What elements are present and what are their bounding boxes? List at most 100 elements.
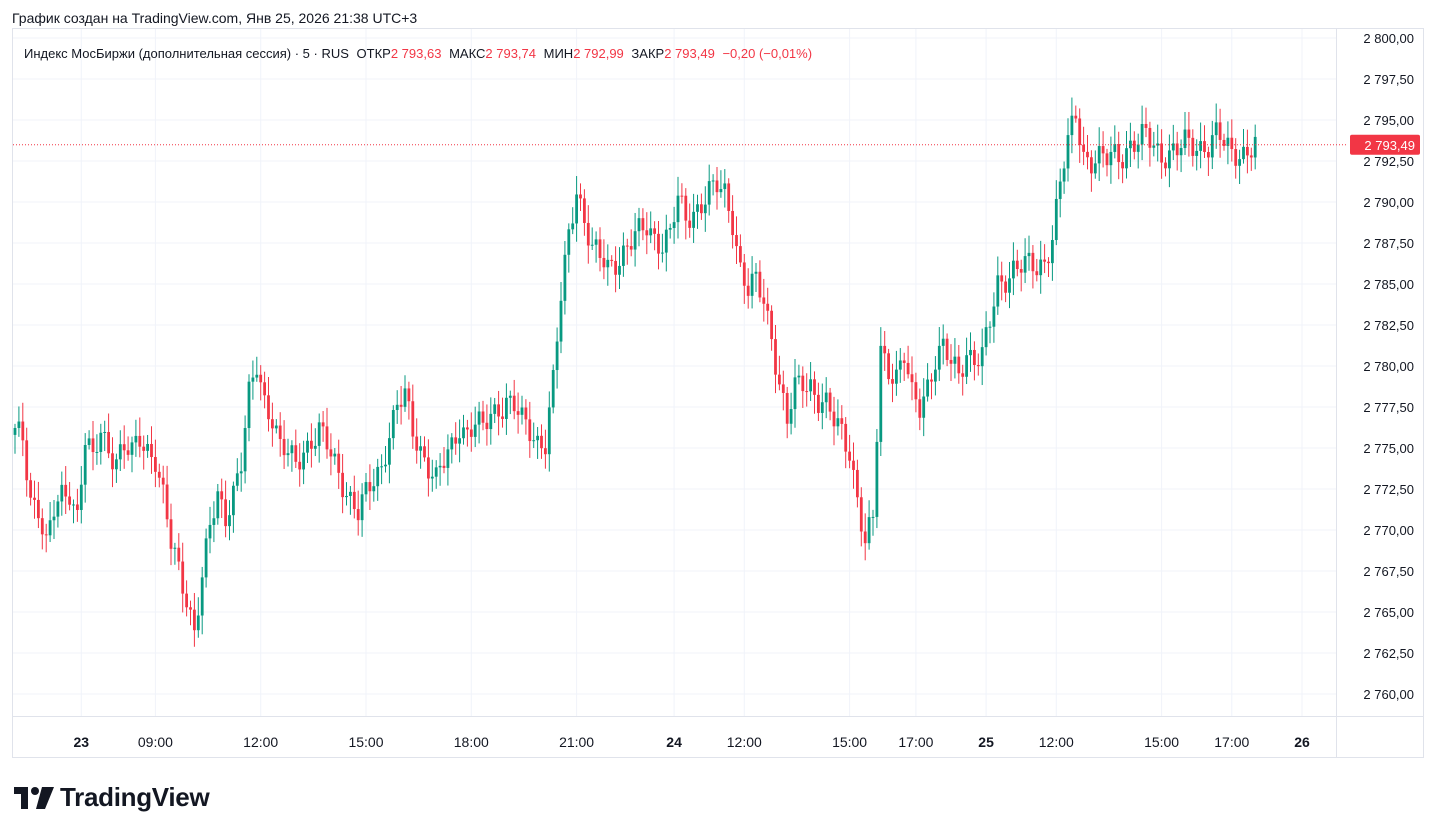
candle-body-down bbox=[883, 345, 887, 354]
x-tick-label: 17:00 bbox=[1214, 734, 1249, 750]
candle-body-down bbox=[181, 561, 185, 594]
candle-body-down bbox=[774, 339, 777, 375]
y-tick-label: 2 790,00 bbox=[1363, 195, 1414, 210]
candle-body-up bbox=[633, 231, 637, 250]
candle-body-up bbox=[965, 355, 968, 377]
y-tick-label: 2 772,50 bbox=[1363, 482, 1414, 497]
candle-body-down bbox=[961, 373, 965, 377]
candle-body-down bbox=[407, 388, 411, 402]
candle-body-up bbox=[992, 306, 996, 327]
candle-body-up bbox=[1023, 256, 1027, 273]
candle-body-up bbox=[1058, 181, 1062, 199]
candle-body-down bbox=[325, 426, 329, 450]
candle-body-down bbox=[1160, 143, 1163, 163]
candle-body-up bbox=[797, 375, 801, 378]
candle-body-down bbox=[1004, 281, 1007, 293]
candle-body-up bbox=[871, 516, 875, 518]
candle-body-down bbox=[586, 222, 590, 246]
candle-body-down bbox=[271, 419, 274, 429]
candle-body-down bbox=[1031, 252, 1035, 272]
candle-body-down bbox=[930, 379, 933, 382]
candle-body-down bbox=[540, 435, 543, 449]
candle-body-down bbox=[688, 220, 692, 228]
candle-body-up bbox=[79, 484, 83, 510]
candle-body-down bbox=[579, 194, 582, 199]
candle-body-up bbox=[1039, 259, 1043, 276]
candle-body-down bbox=[1086, 151, 1089, 158]
candle-body-up bbox=[200, 577, 204, 616]
candle-body-up bbox=[555, 341, 559, 371]
candle-body-down bbox=[516, 411, 520, 415]
candle-body-down bbox=[902, 360, 906, 363]
candle-body-down bbox=[161, 477, 165, 485]
candle-body-down bbox=[680, 195, 684, 197]
candle-body-up bbox=[567, 229, 571, 255]
candle-body-down bbox=[329, 449, 333, 457]
y-tick-label: 2 760,00 bbox=[1363, 687, 1414, 702]
candle-body-down bbox=[1218, 122, 1222, 140]
candle-body-up bbox=[403, 388, 407, 407]
candle-body-up bbox=[1093, 163, 1097, 174]
candle-body-down bbox=[107, 431, 110, 454]
candle-body-up bbox=[661, 252, 664, 254]
candle-body-up bbox=[672, 222, 676, 229]
candle-body-down bbox=[165, 484, 169, 520]
chart-caption: График создан на TradingView.com, Янв 25… bbox=[12, 10, 418, 26]
candle-body-up bbox=[345, 495, 348, 498]
candle-body-down bbox=[976, 364, 980, 367]
candle-body-down bbox=[259, 374, 263, 383]
x-tick-label: 12:00 bbox=[1039, 734, 1074, 750]
x-tick-label: 21:00 bbox=[559, 734, 594, 750]
candle-body-up bbox=[1027, 252, 1031, 257]
candle-body-up bbox=[306, 440, 309, 453]
candle-body-down bbox=[33, 497, 36, 500]
candle-body-up bbox=[376, 466, 380, 487]
candle-body-up bbox=[360, 494, 364, 521]
candle-body-up bbox=[384, 464, 387, 467]
ohlc-legend: Индекс МосБиржи (дополнительная сессия) … bbox=[24, 46, 812, 61]
candle-body-down bbox=[454, 437, 458, 444]
candle-body-down bbox=[645, 230, 649, 236]
candle-body-up bbox=[1226, 137, 1230, 146]
candle-body-up bbox=[430, 476, 434, 479]
candle-body-up bbox=[247, 381, 251, 429]
candle-body-up bbox=[196, 615, 200, 631]
candle-body-down bbox=[813, 379, 816, 395]
candle-body-up bbox=[1008, 278, 1011, 293]
candle-body-down bbox=[859, 497, 863, 532]
candle-body-down bbox=[629, 246, 633, 250]
candle-body-down bbox=[193, 609, 196, 631]
candle-body-down bbox=[891, 379, 894, 384]
y-tick-label: 2 767,50 bbox=[1363, 564, 1414, 579]
candle-body-up bbox=[235, 473, 239, 486]
tradingview-logo[interactable]: TradingView bbox=[14, 782, 210, 813]
candle-body-down bbox=[544, 448, 547, 455]
candle-body-up bbox=[1171, 143, 1175, 151]
candle-body-up bbox=[1113, 144, 1117, 152]
candle-body-down bbox=[1234, 149, 1238, 166]
candle-body-down bbox=[785, 392, 789, 424]
candle-body-down bbox=[758, 271, 762, 298]
candle-body-up bbox=[571, 223, 575, 230]
candle-body-down bbox=[154, 457, 157, 472]
candle-body-down bbox=[415, 436, 419, 451]
candle-body-down bbox=[700, 204, 703, 214]
candle-body-down bbox=[442, 465, 446, 468]
candle-body-down bbox=[856, 469, 859, 498]
x-tick-label: 23 bbox=[74, 734, 90, 750]
candle-body-down bbox=[185, 593, 188, 608]
x-tick-label: 15:00 bbox=[348, 734, 383, 750]
candle-body-up bbox=[317, 422, 321, 446]
candle-body-up bbox=[937, 345, 941, 370]
candle-body-down bbox=[169, 519, 173, 549]
candle-body-up bbox=[1054, 198, 1058, 241]
candle-body-up bbox=[988, 326, 992, 328]
candle-body-down bbox=[1187, 129, 1191, 138]
candle-body-up bbox=[532, 440, 536, 442]
candle-body-up bbox=[1125, 148, 1128, 169]
candle-body-down bbox=[910, 374, 914, 383]
candle-body-down bbox=[411, 401, 415, 437]
candle-body-up bbox=[750, 273, 754, 296]
candle-body-up bbox=[606, 259, 610, 268]
